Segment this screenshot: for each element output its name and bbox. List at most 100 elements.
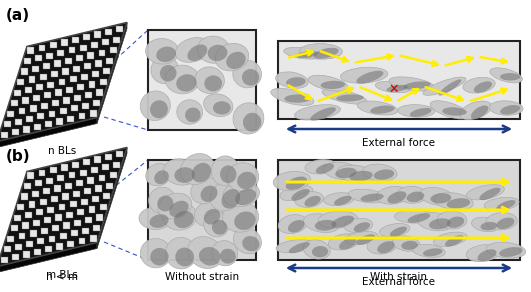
Ellipse shape <box>213 101 231 114</box>
Polygon shape <box>97 147 127 248</box>
Ellipse shape <box>407 213 430 223</box>
Polygon shape <box>59 108 66 114</box>
Ellipse shape <box>413 244 445 257</box>
Ellipse shape <box>204 75 222 91</box>
Ellipse shape <box>439 79 461 96</box>
Polygon shape <box>116 151 123 157</box>
Ellipse shape <box>337 165 376 183</box>
Ellipse shape <box>401 241 418 250</box>
Ellipse shape <box>318 211 358 228</box>
Ellipse shape <box>288 220 305 232</box>
Ellipse shape <box>169 201 189 217</box>
Ellipse shape <box>312 246 328 257</box>
Ellipse shape <box>235 189 256 205</box>
Ellipse shape <box>237 172 256 189</box>
Polygon shape <box>40 74 47 80</box>
Polygon shape <box>66 87 73 93</box>
Polygon shape <box>78 84 84 90</box>
Ellipse shape <box>323 193 355 206</box>
Polygon shape <box>55 215 62 221</box>
Ellipse shape <box>315 220 337 231</box>
Ellipse shape <box>466 245 500 262</box>
Polygon shape <box>23 251 30 258</box>
Ellipse shape <box>276 240 313 253</box>
Ellipse shape <box>472 217 499 232</box>
Polygon shape <box>39 170 46 176</box>
Ellipse shape <box>316 163 334 174</box>
Ellipse shape <box>199 247 220 265</box>
Polygon shape <box>65 183 72 189</box>
Polygon shape <box>82 102 89 109</box>
Ellipse shape <box>429 218 451 230</box>
Ellipse shape <box>150 248 169 265</box>
Polygon shape <box>44 92 51 98</box>
Ellipse shape <box>271 88 314 105</box>
Ellipse shape <box>175 38 211 62</box>
Polygon shape <box>79 238 85 244</box>
Polygon shape <box>55 89 62 95</box>
Ellipse shape <box>180 154 214 185</box>
Ellipse shape <box>221 189 240 209</box>
Polygon shape <box>83 34 90 40</box>
Ellipse shape <box>376 186 409 204</box>
Ellipse shape <box>410 108 432 117</box>
Polygon shape <box>106 183 113 189</box>
Polygon shape <box>32 191 39 197</box>
Ellipse shape <box>149 187 176 213</box>
Text: (a): (a) <box>6 8 30 23</box>
Ellipse shape <box>484 197 519 210</box>
Ellipse shape <box>227 163 259 191</box>
Text: Without strain: Without strain <box>165 272 239 282</box>
Polygon shape <box>25 212 32 218</box>
Polygon shape <box>85 92 92 98</box>
Ellipse shape <box>156 47 176 62</box>
Polygon shape <box>51 71 58 77</box>
Ellipse shape <box>479 188 501 200</box>
Ellipse shape <box>500 105 520 114</box>
Ellipse shape <box>303 214 339 232</box>
Polygon shape <box>57 50 64 56</box>
Polygon shape <box>50 42 57 48</box>
Polygon shape <box>67 116 74 122</box>
Polygon shape <box>35 55 42 61</box>
Ellipse shape <box>191 178 220 204</box>
Text: m BLs: m BLs <box>46 270 78 281</box>
Ellipse shape <box>204 212 229 237</box>
Polygon shape <box>47 207 54 213</box>
Bar <box>148 30 256 130</box>
Bar <box>278 41 520 119</box>
Polygon shape <box>105 29 112 35</box>
Polygon shape <box>90 110 97 117</box>
Polygon shape <box>0 22 127 142</box>
Ellipse shape <box>328 234 359 250</box>
Polygon shape <box>94 31 101 37</box>
Ellipse shape <box>499 247 523 257</box>
Polygon shape <box>19 108 25 114</box>
Polygon shape <box>25 87 32 93</box>
Polygon shape <box>81 199 88 205</box>
Polygon shape <box>46 53 53 59</box>
Polygon shape <box>102 164 109 171</box>
Polygon shape <box>41 228 48 234</box>
Polygon shape <box>62 193 69 199</box>
Ellipse shape <box>303 240 330 259</box>
Ellipse shape <box>322 89 367 104</box>
Polygon shape <box>45 121 52 127</box>
Text: With strain: With strain <box>371 272 427 282</box>
Ellipse shape <box>276 72 308 88</box>
Polygon shape <box>83 159 90 165</box>
Polygon shape <box>81 74 88 80</box>
Polygon shape <box>113 161 120 168</box>
Polygon shape <box>4 246 11 252</box>
Polygon shape <box>54 185 61 192</box>
Ellipse shape <box>423 248 442 256</box>
Polygon shape <box>73 191 80 197</box>
Polygon shape <box>103 68 110 74</box>
Polygon shape <box>45 246 52 252</box>
Ellipse shape <box>363 164 397 181</box>
Polygon shape <box>21 69 28 75</box>
Ellipse shape <box>197 36 230 63</box>
Ellipse shape <box>430 101 469 119</box>
Polygon shape <box>95 60 102 67</box>
Polygon shape <box>50 167 57 173</box>
